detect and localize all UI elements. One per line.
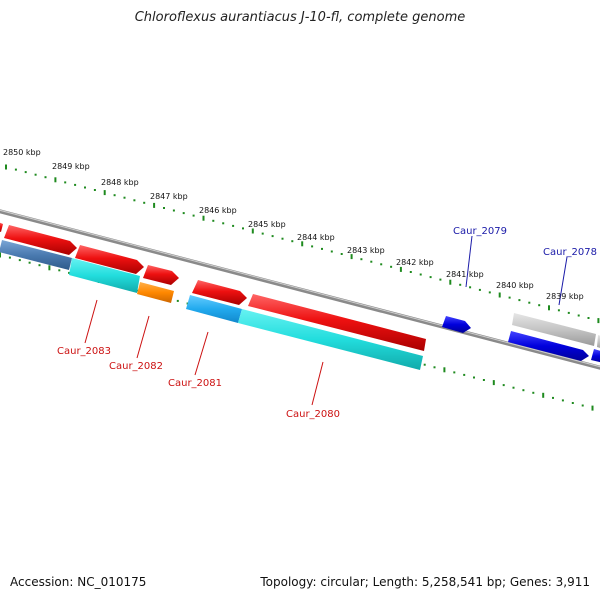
gene-label[interactable]: Caur_2080 [286, 409, 340, 420]
scale-label: 2845 kbp [248, 220, 286, 229]
cds-arrow[interactable] [143, 265, 179, 285]
gene-label[interactable]: Caur_2083 [57, 346, 111, 357]
cds-arrow[interactable] [4, 225, 77, 255]
cds-arrow[interactable] [192, 280, 247, 305]
gene-callouts [84, 235, 568, 406]
gene-bar[interactable] [597, 335, 600, 349]
cds-arrow[interactable] [442, 316, 471, 333]
scale-label: 2846 kbp [199, 206, 237, 215]
reverse-strand-genes [0, 240, 600, 370]
cds-arrow[interactable] [591, 349, 600, 363]
gene-labels: Caur_2083 Caur_2082 Caur_2081 Caur_2080 … [57, 226, 597, 420]
gene-bar[interactable] [0, 240, 72, 270]
scale-label: 2841 kbp [446, 270, 484, 279]
genome-backbone-highlight [0, 209, 600, 368]
genome-summary: Topology: circular; Length: 5,258,541 bp… [260, 575, 590, 589]
gene-bar[interactable] [69, 258, 140, 293]
gene-label[interactable]: Caur_2081 [168, 378, 222, 389]
callout-line [194, 331, 209, 376]
callout-line [311, 361, 324, 406]
gene-bar[interactable] [186, 295, 242, 323]
scale-label: 2844 kbp [297, 233, 335, 242]
scale-label: 2843 kbp [347, 246, 385, 255]
scale-label: 2850 kbp [3, 148, 41, 157]
scale-label: 2849 kbp [52, 162, 90, 171]
genome-backbone [0, 209, 600, 370]
gene-label[interactable]: Caur_2082 [109, 361, 163, 372]
gene-label[interactable]: Caur_2078 [543, 247, 597, 258]
scale-label: 2839 kbp [546, 292, 584, 301]
gene-label[interactable]: Caur_2079 [453, 226, 507, 237]
scale-label: 2848 kbp [101, 178, 139, 187]
scale-labels: 2850 kbp 2849 kbp 2848 kbp 2847 kbp 2846… [3, 148, 584, 301]
figure-title: Chloroflexus aurantiacus J-10-fl, comple… [134, 10, 466, 25]
forward-strand-genes [0, 222, 600, 351]
gene-bar[interactable] [238, 309, 423, 370]
accession-label: Accession: NC_010175 [10, 575, 147, 589]
gene-bar[interactable] [512, 313, 596, 346]
gene-bar[interactable] [137, 282, 174, 303]
callout-line [136, 315, 150, 359]
callout-line [465, 235, 473, 288]
cds-arrow[interactable] [508, 331, 589, 361]
cds-arrow[interactable] [0, 222, 3, 232]
outer-scale-ticks [5, 164, 600, 324]
callout-line [84, 299, 98, 344]
scale-label: 2842 kbp [396, 258, 434, 267]
callout-line [558, 256, 568, 306]
cds-arrow[interactable] [75, 245, 144, 274]
scale-label: 2840 kbp [496, 281, 534, 290]
cds-arrow[interactable] [248, 294, 426, 351]
scale-label: 2847 kbp [150, 192, 188, 201]
